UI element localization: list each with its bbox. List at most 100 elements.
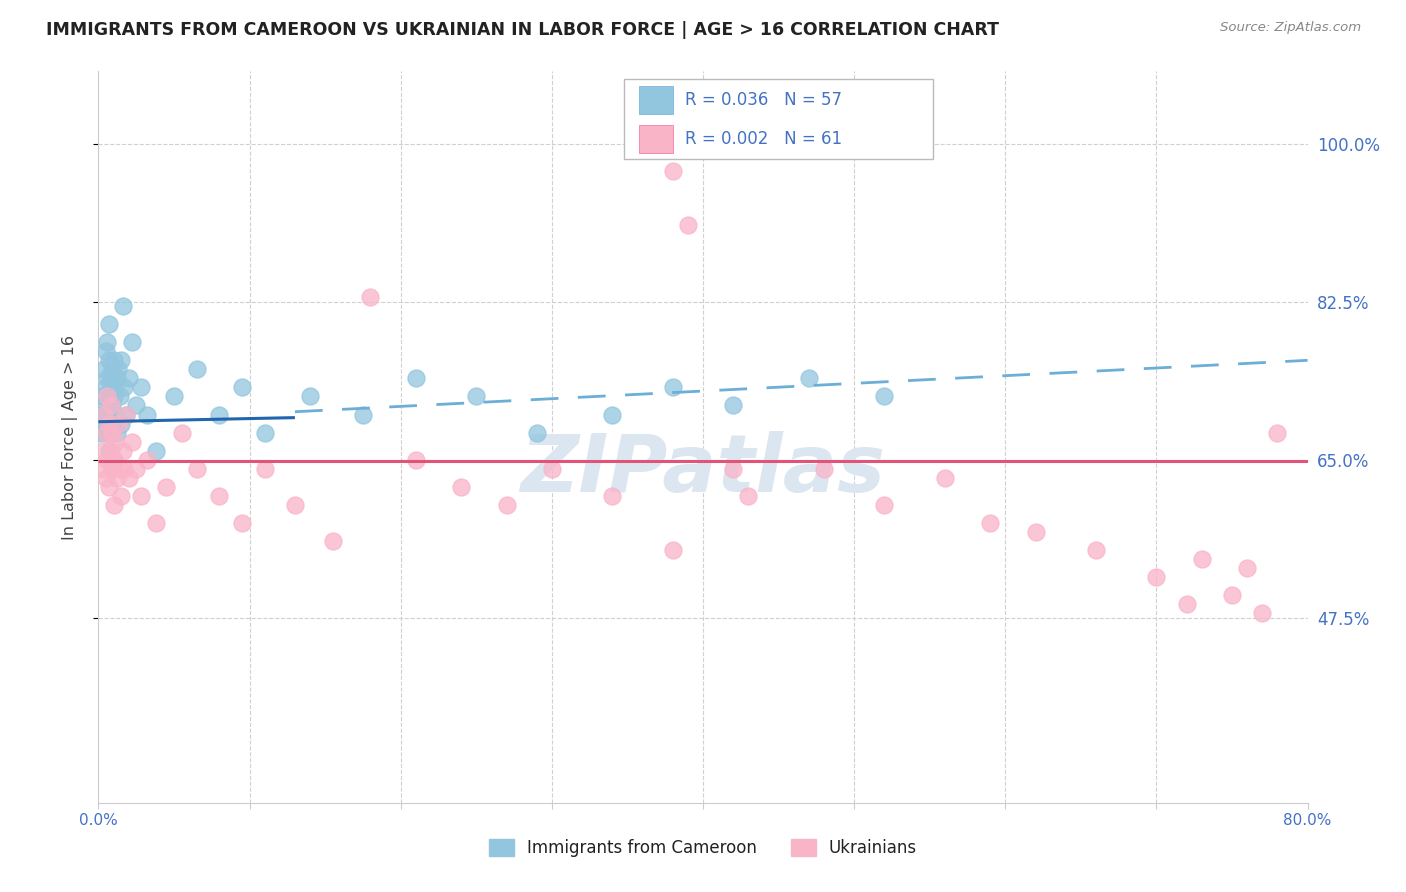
Point (1191, 552, 1213, 566)
Point (104, 408, 127, 422)
Point (253, 461, 276, 475)
Point (873, 389, 896, 403)
Point (873, 498, 896, 512)
Point (661, 163, 683, 178)
Point (108, 389, 131, 403)
Point (723, 461, 745, 475)
Point (104, 380, 127, 394)
Point (163, 389, 186, 403)
Point (110, 353, 132, 368)
Point (121, 434, 143, 449)
Point (155, 480, 177, 494)
Point (118, 471, 141, 485)
Point (100, 443, 122, 458)
Point (110, 417, 132, 431)
Point (1024, 524, 1046, 539)
Point (450, 480, 472, 494)
Point (101, 461, 124, 475)
Point (103, 452, 125, 467)
Point (602, 489, 624, 503)
Point (93, 408, 115, 422)
Point (105, 371, 128, 385)
Point (737, 489, 759, 503)
Point (813, 461, 835, 475)
FancyBboxPatch shape (624, 78, 932, 159)
Point (661, 543, 683, 558)
Point (98, 317, 121, 331)
Point (602, 408, 624, 422)
Point (114, 408, 136, 422)
Point (94, 344, 117, 359)
Text: R = 0.002   N = 61: R = 0.002 N = 61 (685, 130, 842, 148)
Point (1175, 597, 1198, 611)
Point (98, 389, 121, 403)
Point (405, 371, 427, 385)
Point (186, 362, 208, 376)
Point (112, 461, 135, 475)
Point (129, 380, 152, 394)
Point (96, 389, 118, 403)
Point (93, 362, 115, 376)
Point (110, 489, 132, 503)
Point (98, 417, 121, 431)
Point (100, 380, 122, 394)
Point (91, 389, 114, 403)
Point (98, 480, 121, 494)
Point (352, 408, 374, 422)
Point (100, 417, 122, 431)
Point (111, 299, 134, 313)
Point (114, 408, 136, 422)
Point (94, 471, 117, 485)
Point (979, 516, 1001, 530)
Point (208, 489, 231, 503)
Point (101, 425, 124, 440)
Point (98, 443, 121, 458)
Point (98, 353, 121, 368)
Point (103, 452, 125, 467)
Point (934, 471, 956, 485)
Point (1220, 588, 1243, 602)
Point (170, 425, 193, 440)
Point (96, 452, 118, 467)
Point (231, 516, 253, 530)
Point (723, 399, 745, 413)
Point (208, 408, 231, 422)
Point (105, 471, 128, 485)
Point (93, 399, 115, 413)
Point (1236, 561, 1258, 575)
Point (93, 417, 115, 431)
Point (107, 417, 129, 431)
Point (145, 516, 167, 530)
Point (94, 425, 117, 440)
Point (96, 408, 118, 422)
Point (94, 425, 117, 440)
Point (135, 452, 157, 467)
Point (96, 335, 118, 350)
Point (186, 461, 208, 475)
Point (135, 408, 157, 422)
Point (104, 434, 127, 449)
Point (93, 461, 115, 475)
Point (108, 461, 131, 475)
Point (661, 380, 683, 394)
Point (405, 452, 427, 467)
Point (100, 399, 122, 413)
Point (1251, 606, 1274, 620)
Legend: Immigrants from Cameroon, Ukrainians: Immigrants from Cameroon, Ukrainians (482, 832, 924, 864)
Point (299, 389, 322, 403)
FancyBboxPatch shape (638, 86, 673, 114)
Point (101, 425, 124, 440)
Point (103, 498, 125, 512)
Y-axis label: In Labor Force | Age > 16: In Labor Force | Age > 16 (62, 334, 77, 540)
Point (125, 461, 148, 475)
Point (100, 371, 122, 385)
Point (105, 425, 128, 440)
Point (495, 498, 517, 512)
Text: IMMIGRANTS FROM CAMEROON VS UKRAINIAN IN LABOR FORCE | AGE > 16 CORRELATION CHAR: IMMIGRANTS FROM CAMEROON VS UKRAINIAN IN… (46, 21, 1000, 39)
Point (96, 371, 118, 385)
Point (676, 218, 699, 232)
Text: Source: ZipAtlas.com: Source: ZipAtlas.com (1220, 21, 1361, 35)
Point (284, 498, 307, 512)
Text: R = 0.036   N = 57: R = 0.036 N = 57 (685, 91, 842, 109)
Point (1144, 570, 1167, 584)
